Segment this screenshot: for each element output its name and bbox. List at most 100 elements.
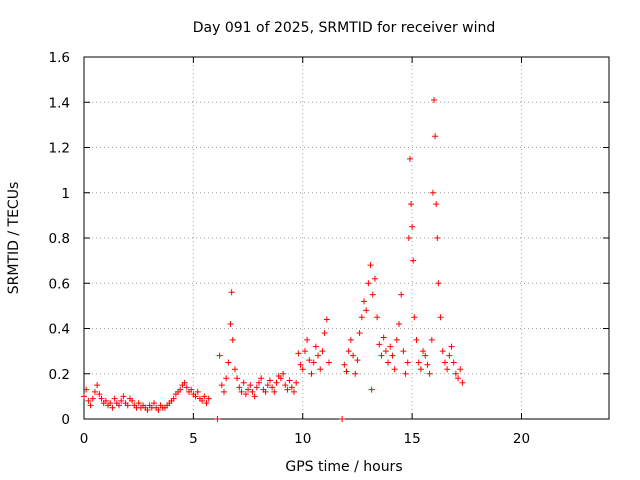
data-point — [367, 262, 374, 269]
data-point — [310, 359, 317, 366]
data-point — [277, 375, 284, 382]
data-point — [236, 384, 243, 391]
data-point — [170, 395, 177, 402]
data-point — [201, 393, 208, 400]
data-point — [269, 384, 276, 391]
x-tick-label: 20 — [513, 431, 530, 447]
data-point — [371, 275, 378, 282]
series-srmtid — [81, 96, 466, 422]
data-point — [284, 386, 291, 393]
data-point — [429, 189, 436, 196]
data-point — [216, 352, 223, 359]
data-point — [258, 375, 265, 382]
data-point — [420, 348, 427, 355]
data-point — [406, 155, 413, 162]
data-point — [83, 386, 90, 393]
data-point — [299, 366, 306, 373]
data-point — [361, 298, 367, 305]
x-tick-label: 15 — [404, 431, 421, 447]
data-point — [89, 395, 96, 402]
x-tick-label: 10 — [294, 431, 311, 447]
data-point — [391, 366, 398, 373]
data-point — [280, 370, 287, 377]
data-point — [308, 370, 315, 377]
data-point — [326, 359, 332, 366]
x-tick-label: 0 — [80, 431, 89, 447]
data-point — [116, 402, 122, 409]
data-point — [452, 370, 459, 377]
grid-lines — [84, 57, 609, 419]
data-point — [177, 386, 184, 393]
data-point — [450, 359, 457, 366]
data-point — [214, 416, 221, 422]
data-point — [345, 348, 352, 355]
data-point — [102, 397, 109, 404]
data-point — [405, 235, 412, 241]
data-point — [203, 400, 210, 407]
data-point — [109, 404, 116, 411]
data-point — [455, 375, 462, 382]
data-point — [369, 291, 376, 298]
data-point — [94, 382, 101, 389]
y-tick-label: 0.2 — [49, 367, 70, 383]
data-point — [422, 352, 429, 359]
y-tick-label: 0 — [61, 412, 70, 428]
data-point — [218, 382, 225, 389]
data-point — [389, 352, 396, 359]
data-point — [286, 377, 293, 384]
data-point — [240, 379, 247, 386]
data-point — [192, 393, 199, 400]
data-point — [291, 388, 297, 395]
data-point — [304, 336, 311, 343]
data-point — [242, 391, 249, 398]
data-point — [413, 336, 420, 343]
data-point — [256, 379, 262, 386]
data-point — [315, 352, 322, 359]
x-axis-title: GPS time / hours — [285, 459, 402, 475]
data-point — [431, 96, 437, 103]
data-point — [417, 366, 424, 373]
data-point — [231, 366, 238, 373]
data-point — [111, 395, 118, 402]
data-point — [223, 375, 230, 382]
data-point — [435, 280, 442, 287]
x-tick-label: 5 — [189, 431, 198, 447]
data-point — [253, 384, 260, 391]
y-tick-label: 1.4 — [49, 95, 70, 111]
data-point — [228, 289, 235, 296]
data-point — [155, 406, 162, 413]
data-point — [227, 320, 234, 327]
y-tick-label: 0.6 — [49, 276, 70, 292]
data-point — [432, 133, 439, 140]
data-point — [107, 400, 114, 407]
data-point — [234, 375, 241, 382]
data-point — [319, 348, 326, 355]
data-point — [365, 280, 372, 287]
data-point — [297, 361, 304, 368]
data-point — [120, 393, 127, 400]
data-point — [81, 393, 87, 400]
data-point — [312, 343, 319, 350]
y-tick-label: 0.4 — [49, 322, 70, 338]
data-point — [380, 334, 387, 341]
data-point — [358, 314, 365, 321]
data-point — [387, 343, 394, 350]
data-point — [118, 397, 125, 404]
data-point — [262, 388, 269, 395]
data-point — [404, 359, 411, 366]
data-point — [199, 397, 206, 404]
data-point — [85, 397, 92, 404]
data-point — [385, 359, 392, 366]
data-point — [225, 359, 232, 366]
data-point — [221, 388, 227, 395]
data-point — [129, 397, 136, 404]
axis-ticks: 0 0.2 0.4 0.6 0.8 1 1.2 1.4 1.6 0 5 10 15 20 — [49, 50, 609, 447]
data-point — [343, 368, 350, 375]
data-point — [87, 402, 94, 409]
data-point — [402, 370, 409, 377]
data-point — [238, 388, 245, 395]
data-point — [124, 402, 131, 409]
chart-title: Day 091 of 2025, SRMTID for receiver win… — [193, 20, 496, 36]
data-point — [398, 291, 405, 298]
